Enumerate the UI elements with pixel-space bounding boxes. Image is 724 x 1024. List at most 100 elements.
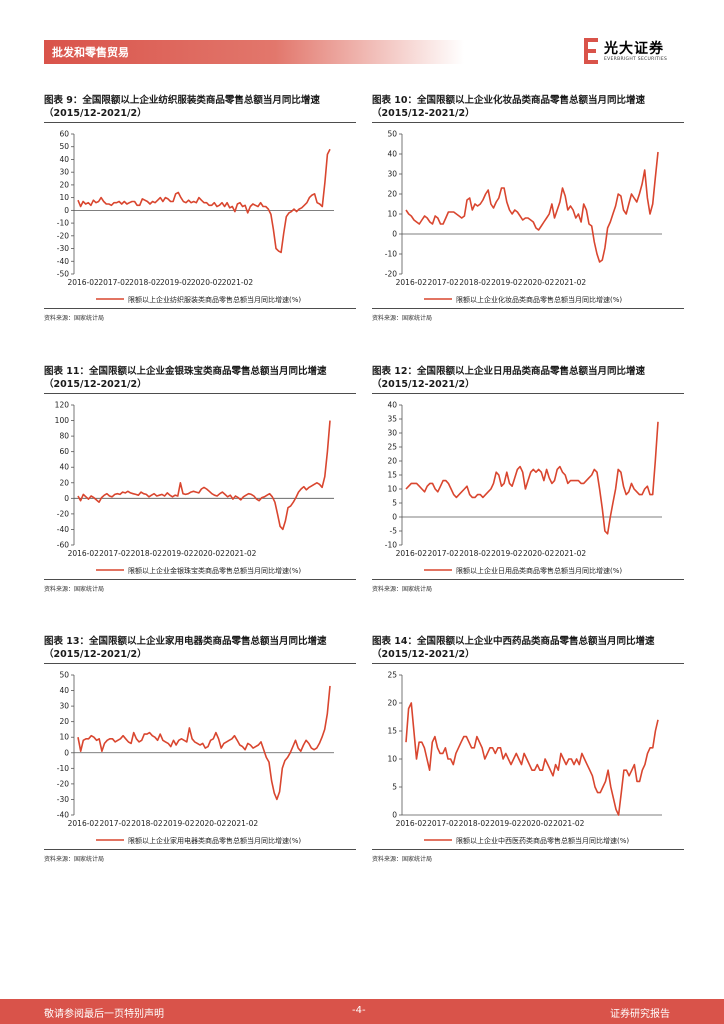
source-divider bbox=[44, 579, 356, 580]
y-tick-label: -20 bbox=[57, 231, 69, 240]
x-tick-label: 2021-02 bbox=[555, 278, 587, 287]
y-tick-label: 0 bbox=[392, 230, 397, 239]
y-tick-label: 0 bbox=[392, 513, 397, 522]
legend-label: 限额以上企业纺织服装类商品零售总额当月同比增速(%) bbox=[128, 295, 301, 304]
logo-name-en: EVERBRIGHT SECURITIES bbox=[604, 57, 668, 62]
y-tick-label: -10 bbox=[57, 764, 69, 773]
x-tick-label: 2017-02 bbox=[99, 819, 131, 828]
x-tick-label: 2016-02 bbox=[396, 819, 428, 828]
y-tick-label: 15 bbox=[387, 727, 397, 736]
x-tick-label: 2018-02 bbox=[459, 819, 491, 828]
section-title: 批发和零售贸易 bbox=[52, 46, 129, 59]
series-line bbox=[405, 151, 659, 263]
x-tick-label: 2020-02 bbox=[194, 549, 226, 558]
y-tick-label: -20 bbox=[385, 270, 397, 279]
y-tick-label: 120 bbox=[55, 401, 70, 410]
chart-panel-fig10: 图表 10：全国限额以上企业化妆品类商品零售总额当月同比增速（2015/12-2… bbox=[372, 94, 684, 324]
y-tick-label: 30 bbox=[59, 702, 69, 711]
header-bar bbox=[44, 40, 464, 64]
y-tick-label: -40 bbox=[57, 811, 69, 820]
y-tick-label: 30 bbox=[387, 429, 397, 438]
series-line bbox=[77, 685, 331, 801]
x-tick-label: 2019-02 bbox=[163, 819, 195, 828]
y-tick-label: 60 bbox=[59, 447, 69, 456]
y-tick-label: 20 bbox=[59, 478, 69, 487]
y-tick-label: 50 bbox=[59, 142, 69, 151]
footer-bar bbox=[0, 999, 724, 1024]
x-tick-label: 2020-02 bbox=[522, 819, 554, 828]
source-divider bbox=[44, 308, 356, 309]
y-tick-label: 20 bbox=[387, 190, 397, 199]
x-tick-label: 2020-02 bbox=[523, 278, 555, 287]
company-logo: 光大证券 EVERBRIGHT SECURITIES bbox=[584, 36, 694, 70]
chart-source: 资料来源：国家统计局 bbox=[372, 315, 433, 322]
x-tick-label: 2018-02 bbox=[459, 278, 491, 287]
x-tick-label: 2021-02 bbox=[553, 819, 585, 828]
logo-mark-icon bbox=[584, 38, 598, 64]
x-tick-label: 2017-02 bbox=[427, 819, 459, 828]
x-tick-label: 2019-02 bbox=[491, 549, 523, 558]
legend-label: 限额以上企业家用电器类商品零售总额当月同比增速(%) bbox=[128, 836, 301, 845]
x-tick-label: 2021-02 bbox=[222, 278, 254, 287]
y-tick-label: 20 bbox=[59, 717, 69, 726]
y-tick-label: 25 bbox=[387, 671, 397, 680]
chart-title: 图表 11：全国限额以上企业金银珠宝类商品零售总额当月同比增速（2015/12-… bbox=[44, 366, 327, 390]
y-tick-label: 0 bbox=[392, 811, 397, 820]
chart-title: 图表 13：全国限额以上企业家用电器类商品零售总额当月同比增速（2015/12-… bbox=[44, 636, 327, 660]
title-divider bbox=[372, 393, 684, 394]
chart-panel-fig12: 图表 12：全国限额以上企业日用品类商品零售总额当月同比增速（2015/12-2… bbox=[372, 365, 684, 595]
x-tick-label: 2016-02 bbox=[68, 549, 100, 558]
x-tick-label: 2017-02 bbox=[98, 278, 130, 287]
y-tick-label: 20 bbox=[59, 180, 69, 189]
x-tick-label: 2019-02 bbox=[491, 278, 523, 287]
legend-label: 限额以上企业中西医药类商品零售总额当月同比增速(%) bbox=[456, 836, 629, 845]
footer-doc-type: 证券研究报告 bbox=[610, 1009, 670, 1020]
y-tick-label: 20 bbox=[387, 699, 397, 708]
y-tick-label: 50 bbox=[387, 130, 397, 139]
chart-source: 资料来源：国家统计局 bbox=[372, 586, 433, 593]
y-tick-label: 0 bbox=[64, 206, 69, 215]
x-tick-label: 2017-02 bbox=[427, 549, 459, 558]
x-tick-label: 2020-02 bbox=[195, 819, 227, 828]
y-tick-label: 5 bbox=[392, 783, 397, 792]
y-tick-label: 15 bbox=[387, 471, 397, 480]
series-line bbox=[77, 420, 331, 531]
y-tick-label: -10 bbox=[57, 219, 69, 228]
footer-disclaimer: 敬请参阅最后一页特别声明 bbox=[44, 1009, 164, 1020]
source-divider bbox=[372, 579, 684, 580]
y-tick-label: 10 bbox=[387, 485, 397, 494]
chart-title: 图表 14：全国限额以上企业中西药品类商品零售总额当月同比增速（2015/12-… bbox=[372, 636, 655, 660]
y-tick-label: -40 bbox=[57, 257, 69, 266]
y-tick-label: 30 bbox=[59, 168, 69, 177]
x-tick-label: 2018-02 bbox=[129, 278, 161, 287]
title-divider bbox=[44, 122, 356, 123]
y-tick-label: -10 bbox=[385, 250, 397, 259]
series-line bbox=[77, 148, 331, 254]
y-tick-label: -20 bbox=[57, 509, 69, 518]
x-tick-label: 2021-02 bbox=[225, 549, 257, 558]
y-tick-label: 10 bbox=[387, 210, 397, 219]
x-tick-label: 2020-02 bbox=[523, 549, 555, 558]
chart-source: 资料来源：国家统计局 bbox=[44, 586, 105, 593]
chart-panel-fig13: 图表 13：全国限额以上企业家用电器类商品零售总额当月同比增速（2015/12-… bbox=[44, 635, 356, 865]
page-number: -4- bbox=[352, 1005, 366, 1016]
x-tick-label: 2021-02 bbox=[555, 549, 587, 558]
y-tick-label: 30 bbox=[387, 170, 397, 179]
chart-title: 图表 9：全国限额以上企业纺织服装类商品零售总额当月同比增速（2015/12-2… bbox=[44, 95, 320, 119]
x-tick-label: 2018-02 bbox=[459, 549, 491, 558]
y-tick-label: 0 bbox=[64, 494, 69, 503]
title-divider bbox=[372, 122, 684, 123]
x-tick-label: 2016-02 bbox=[68, 819, 100, 828]
y-tick-label: 50 bbox=[59, 671, 69, 680]
x-tick-label: 2021-02 bbox=[227, 819, 259, 828]
title-divider bbox=[44, 393, 356, 394]
title-divider bbox=[44, 663, 356, 664]
legend-label: 限额以上企业日用品类商品零售总额当月同比增速(%) bbox=[456, 566, 622, 575]
source-divider bbox=[44, 849, 356, 850]
title-divider bbox=[372, 663, 684, 664]
chart-title: 图表 12：全国限额以上企业日用品类商品零售总额当月同比增速（2015/12-2… bbox=[372, 366, 646, 390]
